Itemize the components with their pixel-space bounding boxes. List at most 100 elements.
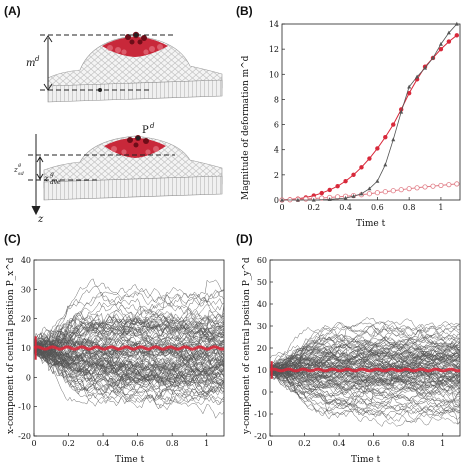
tissue-lower: [43, 135, 223, 201]
chart-d-xtick-label: 1: [440, 439, 445, 448]
label-p: P: [142, 125, 149, 136]
chart-d-ytick-label: -20: [254, 432, 267, 441]
chart-b-ytick-label: 0: [274, 196, 279, 205]
chart-d-xtick-label: 0.6: [367, 439, 380, 448]
chart-c-ylabel: x-component of central position P_x^d: [6, 257, 16, 434]
point-triangle: [415, 74, 420, 79]
trajectory-line: [269, 344, 461, 372]
point-red: [327, 187, 332, 193]
chart-d-xtick-label: 0.2: [298, 439, 311, 448]
chart-d: y-component of central position P_y^d Ti…: [242, 256, 461, 465]
chart-b-ytick-label: 6: [274, 121, 279, 130]
trajectory-line: [269, 369, 461, 393]
point-triangle: [351, 194, 356, 198]
trajectory-line: [269, 365, 461, 382]
trajectory-line: [269, 367, 461, 427]
chart-c: x-component of central position P_x^d Ti…: [6, 256, 225, 465]
chart-c-xtick-label: 0.6: [131, 439, 144, 448]
panel-label-c: (C): [4, 232, 21, 246]
chart-c-ytick-label: 20: [21, 315, 31, 324]
trajectory-line: [269, 369, 461, 406]
chart-d-ytick-label: -10: [254, 410, 267, 419]
panel-label-d: (D): [236, 232, 253, 246]
chart-b-ytick-label: 2: [274, 171, 279, 180]
point-triangle: [430, 55, 435, 60]
trajectory-line: [33, 346, 225, 396]
trajectory-line: [33, 347, 225, 384]
trajectory-line: [33, 308, 225, 351]
point-red: [351, 172, 356, 178]
chart-d-xtick-label: 0.4: [333, 439, 346, 448]
chart-b-frame: [281, 23, 461, 201]
trajectory-line: [33, 312, 225, 351]
chart-b-ytick-label: 10: [269, 70, 279, 79]
point-pink: [382, 189, 388, 195]
chart-d-ytick-label: 40: [257, 300, 267, 309]
chart-d-ytick-label: 30: [257, 322, 267, 331]
chart-c-xtick-label: 0.8: [166, 439, 179, 448]
trajectory-line: [33, 347, 225, 393]
chart-c-ytick-label: -10: [18, 403, 31, 412]
point-red: [359, 165, 364, 170]
chart-d-xlabel: Time t: [351, 455, 381, 465]
label-m-sup: d: [35, 55, 40, 63]
trajectory-line: [269, 322, 461, 367]
chart-b-xlabel: Time t: [356, 219, 386, 229]
trajectory-line: [269, 372, 461, 412]
point-triangle: [311, 197, 316, 202]
chart-d-xtick-label: 0: [267, 439, 272, 448]
chart-c-ytick-label: 40: [21, 256, 31, 265]
chart-b-ylabel: Magnitude of deformation m^d: [241, 55, 251, 200]
point-pink: [319, 195, 325, 201]
chart-d-ytick-label: 20: [257, 344, 267, 353]
point-pink: [390, 188, 396, 194]
label-p-sup: d: [150, 122, 155, 130]
point-red: [335, 183, 340, 189]
chart-c-ytick-label: 10: [21, 344, 31, 353]
chart-b-ytick-label: 8: [274, 95, 279, 104]
trajectory-line: [33, 323, 225, 357]
chart-b-xtick-label: 0.4: [339, 203, 352, 212]
point-red: [319, 190, 324, 196]
point-pink: [374, 190, 380, 196]
trajectory-line: [33, 345, 225, 387]
chart-b-xtick-label: 0.8: [403, 203, 416, 212]
trajectory-line: [33, 331, 225, 388]
trajectory-line: [33, 349, 225, 419]
trajectory-line: [33, 347, 225, 385]
trajectory-line: [33, 344, 225, 376]
point-triangle: [295, 197, 300, 202]
trajectory-line: [34, 342, 225, 401]
trajectory-line: [33, 284, 225, 346]
chart-b-xtick-label: 0.6: [371, 203, 384, 212]
trajectory-line: [33, 340, 225, 400]
trajectory-line: [269, 369, 461, 416]
point-pink: [446, 182, 452, 188]
trajectory-line: [269, 366, 461, 413]
point-red: [343, 178, 348, 184]
point-triangle: [375, 178, 380, 183]
trajectory-line: [33, 312, 225, 349]
trajectory-line: [269, 367, 461, 420]
trajectory-line: [269, 332, 461, 370]
label-zsd: z: [13, 166, 18, 174]
trajectory-line: [33, 349, 225, 407]
label-zave: z: [43, 174, 49, 183]
trajectory-line: [269, 354, 461, 371]
md-measure: [40, 34, 175, 91]
series-line-red-filled: [281, 34, 458, 201]
tissue-upper: [47, 31, 223, 103]
chart-b-ytick-label: 14: [269, 20, 279, 29]
point-pink: [406, 186, 412, 192]
point-triangle: [280, 197, 284, 202]
trajectory-line: [269, 364, 461, 412]
chart-b-ytick-label: 12: [269, 45, 279, 54]
panel-a-diagram: m d P d z z ave g z sd g: [13, 31, 223, 225]
panel-label-b: (B): [236, 4, 253, 18]
label-m: m: [26, 58, 35, 69]
chart-c-ytick-label: 30: [21, 285, 31, 294]
point-triangle: [359, 191, 364, 196]
chart-d-xtick-label: 0.8: [402, 439, 415, 448]
point-red: [438, 46, 444, 52]
point-red: [446, 39, 452, 44]
